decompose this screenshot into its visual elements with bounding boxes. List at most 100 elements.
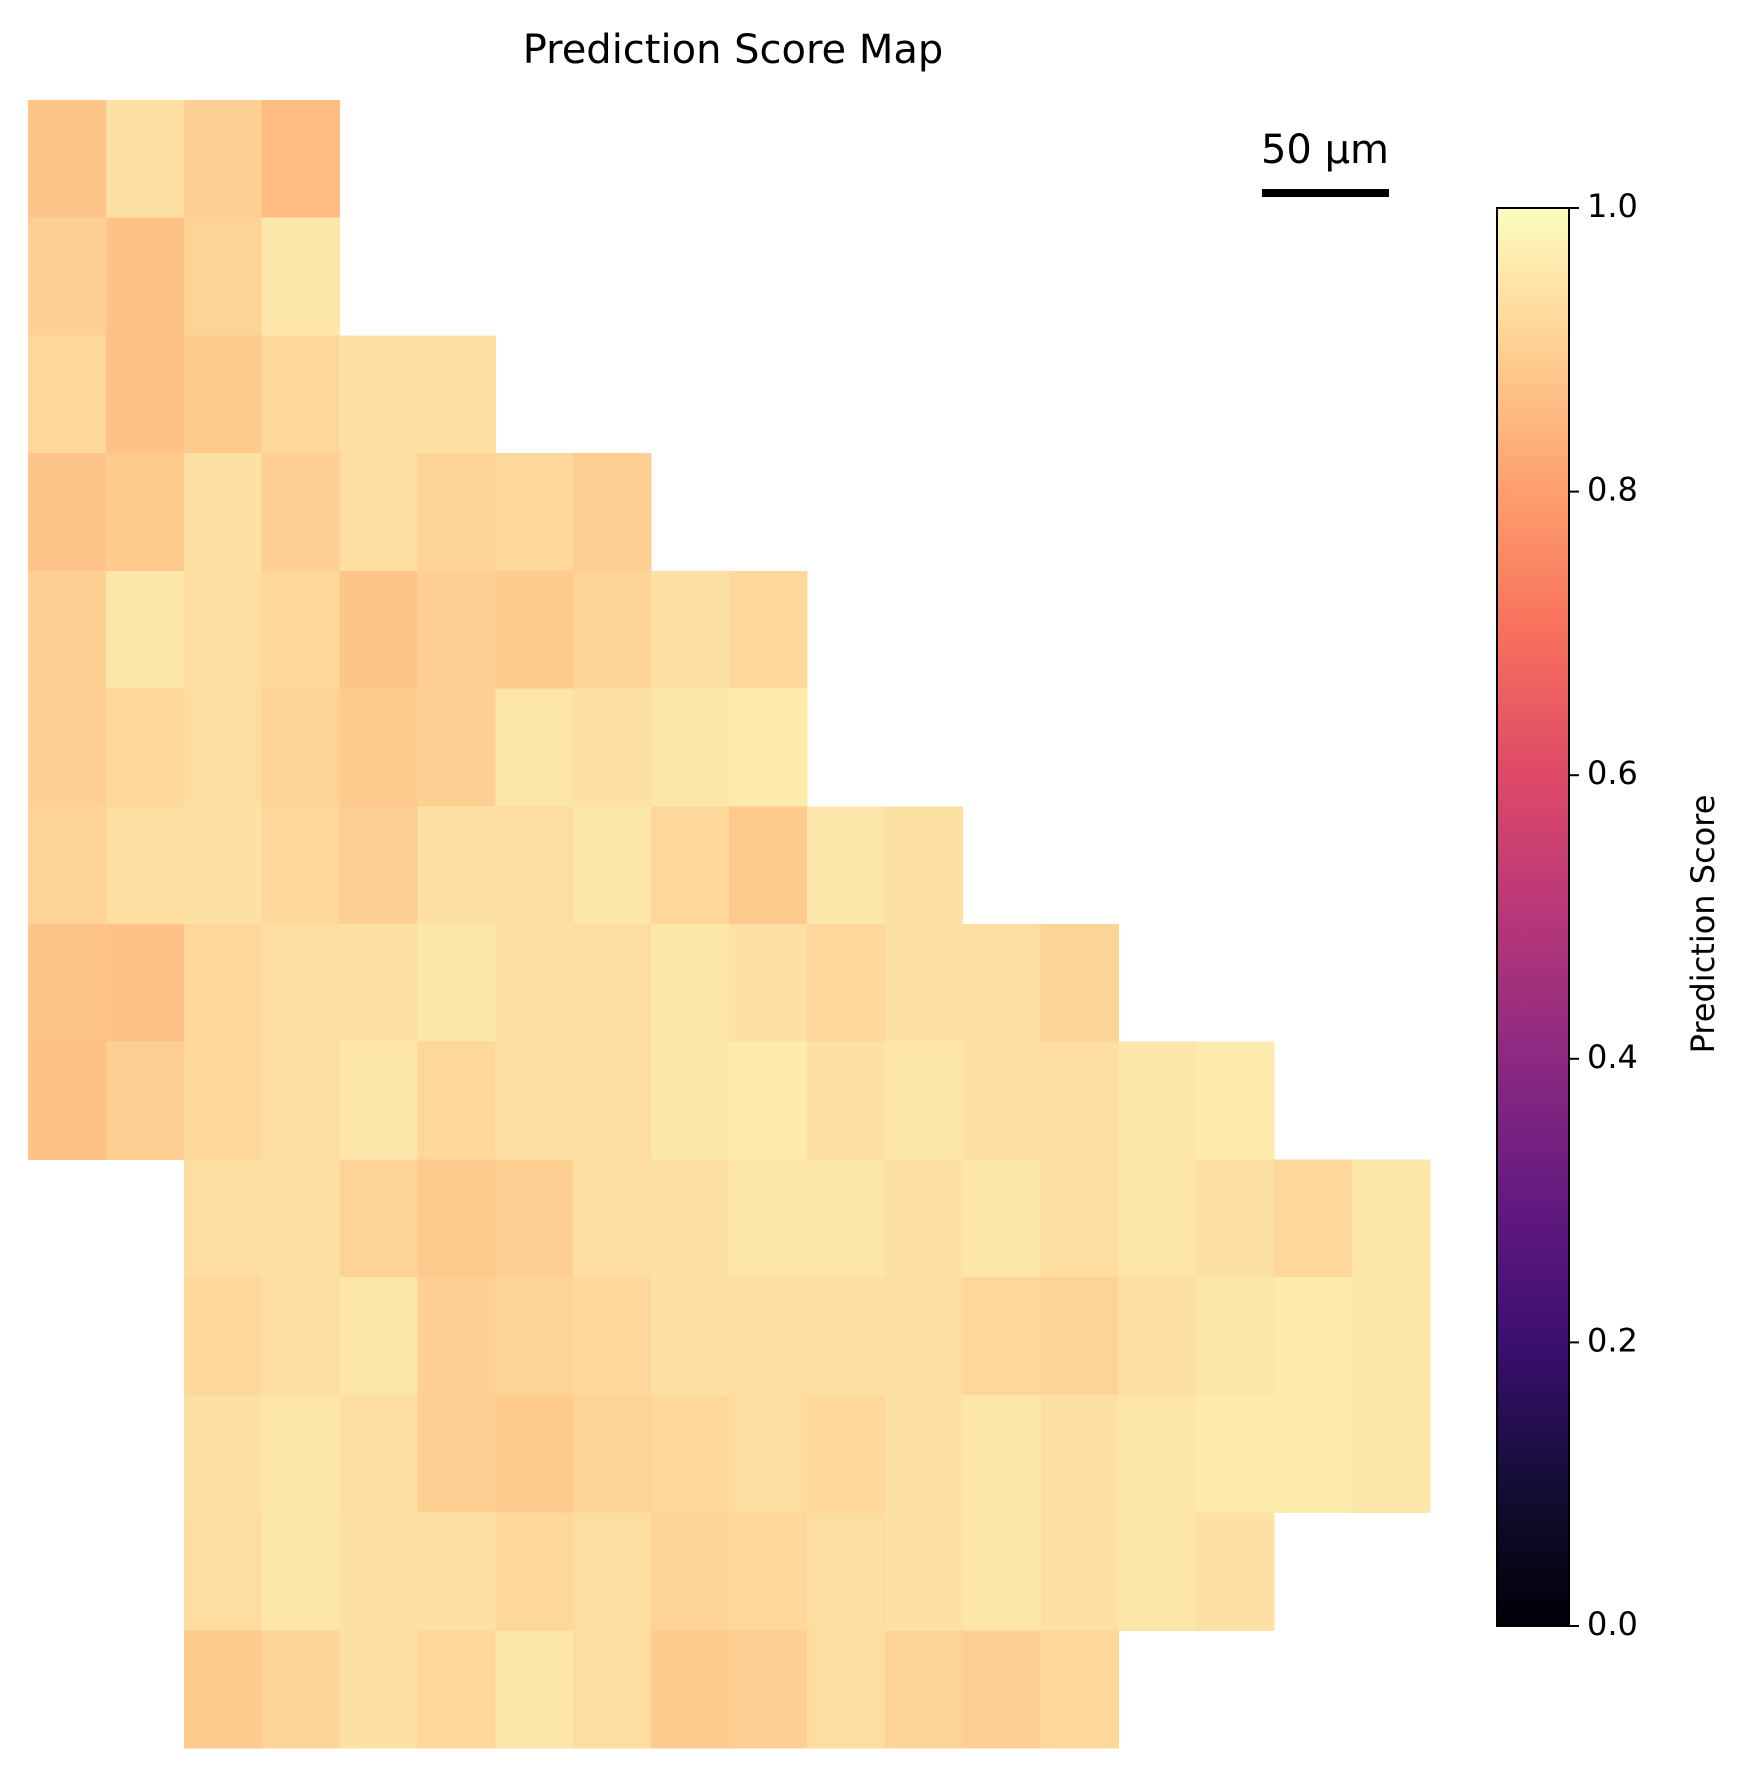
heatmap-cell [962, 1394, 1042, 1514]
heatmap-cell [884, 806, 964, 925]
heatmap-cell [884, 1512, 964, 1631]
heatmap-cell [261, 1277, 341, 1396]
heatmap-cell [806, 924, 886, 1043]
heatmap-cell [417, 1630, 496, 1749]
heatmap-cell [261, 570, 341, 690]
heatmap-cell [28, 688, 107, 807]
heatmap-cell [28, 453, 107, 572]
heatmap-cell [183, 100, 263, 219]
heatmap-cell [105, 570, 185, 690]
heatmap-cell [495, 806, 574, 925]
heatmap-cell [495, 1041, 574, 1160]
heatmap-cell [339, 453, 418, 572]
heatmap-cell [651, 570, 730, 690]
heatmap-cell [1040, 1277, 1119, 1396]
heatmap-cell [729, 1394, 808, 1514]
heatmap-cell [651, 1159, 730, 1278]
heatmap-cell [261, 1394, 341, 1514]
heatmap-cell [495, 1512, 574, 1631]
heatmap-cell [339, 688, 418, 807]
heatmap-cell [1040, 924, 1119, 1043]
heatmap-cell [1274, 1277, 1353, 1396]
heatmap-cell [1196, 1277, 1275, 1396]
heatmap-cell [417, 335, 496, 454]
heatmap-cell [261, 688, 341, 807]
heatmap-cell [339, 1041, 418, 1160]
heatmap-cell [417, 1159, 496, 1278]
heatmap-cell [651, 1041, 730, 1160]
heatmap-cell [28, 806, 107, 925]
scale-bar-label: 50 µm [1261, 127, 1389, 173]
heatmap-cell [806, 1394, 886, 1514]
heatmap-cell [183, 1159, 263, 1278]
heatmap-cell [573, 570, 652, 690]
heatmap-cell [183, 1630, 263, 1749]
heatmap-cell [105, 217, 185, 336]
heatmap-cell [884, 1630, 964, 1749]
heatmap-cell [105, 806, 185, 925]
heatmap-cell [339, 1394, 418, 1514]
heatmap-cell [729, 570, 808, 690]
heatmap-cell [417, 688, 496, 807]
heatmap-cell [339, 1630, 418, 1749]
heatmap-cell [573, 1394, 652, 1514]
heatmap-cell [806, 1041, 886, 1160]
heatmap-cell [651, 1512, 730, 1631]
heatmap-cell [1196, 1041, 1275, 1160]
heatmap-cell [417, 924, 496, 1043]
heatmap-cell [651, 1394, 730, 1514]
heatmap-cell [183, 924, 263, 1043]
heatmap-cell [495, 1630, 574, 1749]
heatmap-cell [1352, 1394, 1431, 1514]
heatmap-cell [28, 100, 107, 219]
heatmap-cell [495, 1394, 574, 1514]
heatmap-cell [729, 924, 808, 1043]
heatmap-cell [806, 806, 886, 925]
heatmap-cell [261, 217, 341, 336]
heatmap-cell [495, 570, 574, 690]
heatmap-cell [1274, 1159, 1353, 1278]
heatmap-cell [573, 1512, 652, 1631]
heatmap-cell [417, 806, 496, 925]
heatmap-cell [573, 1041, 652, 1160]
heatmap-cell [729, 688, 808, 807]
heatmap-cell [339, 1512, 418, 1631]
heatmap-cell [962, 1041, 1042, 1160]
heatmap-cell [729, 1512, 808, 1631]
heatmap-cell [183, 335, 263, 454]
heatmap-cell [884, 1159, 964, 1278]
colorbar-tick-label: 0.2 [1587, 1321, 1638, 1359]
heatmap-cell [105, 100, 185, 219]
heatmap-cell [962, 1630, 1042, 1749]
heatmap-cell [183, 1394, 263, 1514]
heatmap-cell [729, 806, 808, 925]
heatmap-cell [261, 1159, 341, 1278]
heatmap-cell [105, 335, 185, 454]
heatmap-cell [183, 1512, 263, 1631]
heatmap-cell [261, 1041, 341, 1160]
heatmap-cell [1196, 1512, 1275, 1631]
heatmap-cell [28, 335, 107, 454]
heatmap-cell [1118, 1512, 1197, 1631]
heatmap-cell [1196, 1159, 1275, 1278]
heatmap-cell [806, 1512, 886, 1631]
heatmap-cell [417, 1277, 496, 1396]
heatmap-cell [183, 688, 263, 807]
heatmap-cell [28, 1041, 107, 1160]
heatmap-cell [417, 1512, 496, 1631]
heatmap-cell [573, 806, 652, 925]
heatmap-cell [339, 335, 418, 454]
heatmap-cell [651, 924, 730, 1043]
heatmap-cell [884, 924, 964, 1043]
heatmap-cell [962, 924, 1042, 1043]
heatmap-cell [729, 1159, 808, 1278]
heatmap-cell [573, 688, 652, 807]
heatmap-cell [884, 1041, 964, 1160]
heatmap [28, 100, 1431, 1749]
heatmap-cell [183, 570, 263, 690]
heatmap-cell [339, 1277, 418, 1396]
heatmap-cell [962, 1512, 1042, 1631]
heatmap-cell [417, 1041, 496, 1160]
heatmap-cell [962, 1277, 1042, 1396]
heatmap-cell [339, 806, 418, 925]
